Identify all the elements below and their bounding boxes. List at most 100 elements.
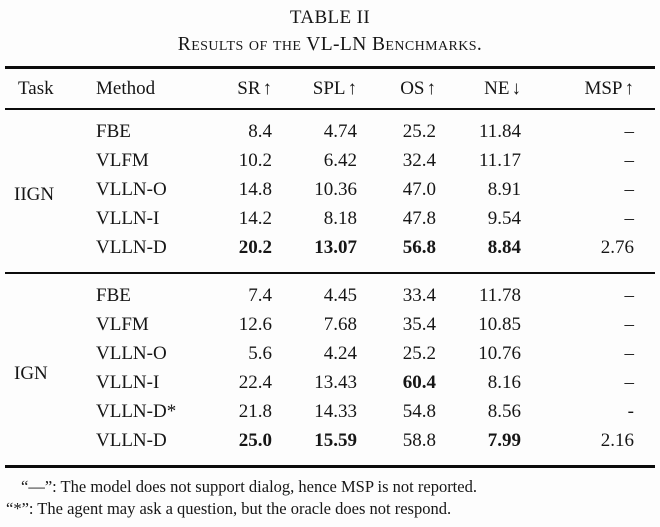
value-cell: 7.68 bbox=[323, 314, 357, 335]
table-subtitle: Results of the VL-LN Benchmarks. bbox=[177, 34, 483, 55]
value-cell: 25.2 bbox=[402, 343, 436, 364]
value-cell: 47.8 bbox=[402, 208, 436, 229]
value-cell: 25.0 bbox=[238, 430, 272, 451]
table-row: IGN FBE 7.4 4.45 33.4 11.78 – bbox=[5, 273, 655, 384]
value-cell: 8.56 bbox=[487, 401, 521, 422]
value-cell: 8.84 bbox=[487, 237, 521, 258]
table-row: VLLN-O 14.8 10.36 47.0 8.91 – bbox=[5, 175, 655, 204]
up-arrow-icon: ↑ bbox=[426, 77, 437, 99]
value-cell: 5.6 bbox=[248, 343, 272, 364]
value-cell: 47.0 bbox=[402, 179, 436, 200]
table-header: Task Method SR ↑ SPL ↑ OS ↑ NE ↓ MSP bbox=[5, 67, 655, 110]
value-cell: 20.2 bbox=[238, 237, 272, 258]
method-cell: FBE bbox=[96, 285, 131, 306]
value-cell: 8.4 bbox=[248, 121, 272, 142]
footnote-asterisk: “*”: The agent may ask a question, but t… bbox=[6, 498, 452, 518]
value-cell: 4.45 bbox=[323, 285, 357, 306]
value-cell: 14.33 bbox=[314, 401, 357, 422]
task-group-iign: IIGN FBE 8.4 4.74 25.2 11.84 – VLFM 10.2 6.42 32.4… bbox=[5, 109, 655, 273]
method-cell: VLLN-I bbox=[96, 372, 160, 393]
column-label: OS bbox=[400, 77, 425, 99]
value-cell: 13.43 bbox=[314, 372, 357, 393]
value-cell: – bbox=[624, 314, 635, 335]
column-header-spl: SPL ↑ bbox=[275, 68, 360, 110]
column-label: Method bbox=[96, 77, 156, 99]
value-cell: 10.85 bbox=[478, 314, 521, 335]
table-row: IIGN FBE 8.4 4.74 25.2 11.84 – bbox=[5, 109, 655, 205]
column-label: Task bbox=[18, 77, 54, 99]
method-cell: VLLN-I bbox=[96, 208, 160, 229]
value-cell: 9.54 bbox=[487, 208, 521, 229]
table-row: VLLN-I 14.2 8.18 47.8 9.54 – bbox=[5, 204, 655, 233]
value-cell: 11.84 bbox=[478, 121, 521, 142]
value-cell: – bbox=[624, 150, 635, 171]
up-arrow-icon: ↑ bbox=[624, 77, 635, 99]
value-cell: - bbox=[627, 401, 634, 422]
column-label: SR bbox=[237, 77, 261, 99]
results-table: Task Method SR ↑ SPL ↑ OS ↑ NE ↓ MSP bbox=[5, 66, 655, 468]
value-cell: – bbox=[624, 121, 635, 142]
value-cell: 32.4 bbox=[402, 150, 436, 171]
value-cell: 8.91 bbox=[487, 179, 521, 200]
column-label: SPL bbox=[312, 77, 346, 99]
column-header-method: Method bbox=[95, 68, 180, 110]
value-cell: 22.4 bbox=[238, 372, 272, 393]
column-header-task: Task bbox=[5, 68, 95, 110]
header-row: Task Method SR ↑ SPL ↑ OS ↑ NE ↓ MSP bbox=[5, 68, 655, 110]
value-cell: 56.8 bbox=[402, 237, 436, 258]
table-row: VLLN-D 20.2 13.07 56.8 8.84 2.76 bbox=[5, 233, 655, 273]
footnote-dash: “—”: The model does not support dialog, … bbox=[21, 477, 477, 496]
method-cell: FBE bbox=[96, 121, 131, 142]
table-row: VLFM 10.2 6.42 32.4 11.17 – bbox=[5, 146, 655, 175]
value-cell: 10.36 bbox=[314, 179, 357, 200]
value-cell: 58.8 bbox=[402, 430, 436, 451]
value-cell: 2.76 bbox=[600, 237, 634, 258]
table-row: VLLN-O 5.6 4.24 25.2 10.76 – bbox=[5, 339, 655, 368]
task-cell: IGN bbox=[14, 362, 48, 384]
column-header-os: OS ↑ bbox=[360, 68, 440, 110]
table-footnotes: “—”: The model does not support dialog, … bbox=[6, 476, 654, 519]
up-arrow-icon: ↑ bbox=[347, 77, 358, 99]
value-cell: 4.74 bbox=[323, 121, 357, 142]
value-cell: – bbox=[624, 208, 635, 229]
table-row: VLLN-D 25.0 15.59 58.8 7.99 2.16 bbox=[5, 426, 655, 467]
value-cell: 7.99 bbox=[487, 430, 521, 451]
method-cell: VLLN-D bbox=[96, 430, 167, 451]
value-cell: 7.4 bbox=[248, 285, 272, 306]
value-cell: 14.8 bbox=[238, 179, 272, 200]
task-group-ign: IGN FBE 7.4 4.45 33.4 11.78 – VLFM 12.6 7.68 35.4 1… bbox=[5, 273, 655, 467]
method-cell: VLLN-D* bbox=[96, 401, 177, 422]
value-cell: 2.16 bbox=[600, 430, 634, 451]
column-label: NE bbox=[484, 77, 510, 99]
value-cell: – bbox=[624, 343, 635, 364]
table-row: VLLN-I 22.4 13.43 60.4 8.16 – bbox=[5, 368, 655, 397]
value-cell: 8.16 bbox=[487, 372, 521, 393]
value-cell: 6.42 bbox=[323, 150, 357, 171]
method-cell: VLFM bbox=[96, 314, 149, 335]
table-row: VLLN-D* 21.8 14.33 54.8 8.56 - bbox=[5, 397, 655, 426]
value-cell: – bbox=[624, 179, 635, 200]
method-cell: VLFM bbox=[96, 150, 149, 171]
table-title: TABLE II bbox=[289, 7, 371, 28]
value-cell: 4.24 bbox=[323, 343, 357, 364]
column-header-ne: NE ↓ bbox=[440, 68, 525, 110]
value-cell: – bbox=[624, 372, 635, 393]
value-cell: 12.6 bbox=[238, 314, 272, 335]
value-cell: 15.59 bbox=[314, 430, 357, 451]
value-cell: 54.8 bbox=[402, 401, 436, 422]
value-cell: – bbox=[624, 285, 635, 306]
value-cell: 13.07 bbox=[314, 237, 357, 258]
column-header-msp: MSP ↑ bbox=[525, 68, 655, 110]
value-cell: 10.76 bbox=[478, 343, 521, 364]
column-header-sr: SR ↑ bbox=[180, 68, 275, 110]
task-cell: IIGN bbox=[14, 184, 55, 205]
value-cell: 11.17 bbox=[478, 150, 521, 171]
value-cell: 21.8 bbox=[238, 401, 272, 422]
method-cell: VLLN-O bbox=[96, 343, 167, 364]
column-label: MSP bbox=[584, 77, 623, 99]
table-row: VLFM 12.6 7.68 35.4 10.85 – bbox=[5, 310, 655, 339]
down-arrow-icon: ↓ bbox=[511, 77, 522, 99]
method-cell: VLLN-O bbox=[96, 179, 167, 200]
value-cell: 33.4 bbox=[402, 285, 436, 306]
